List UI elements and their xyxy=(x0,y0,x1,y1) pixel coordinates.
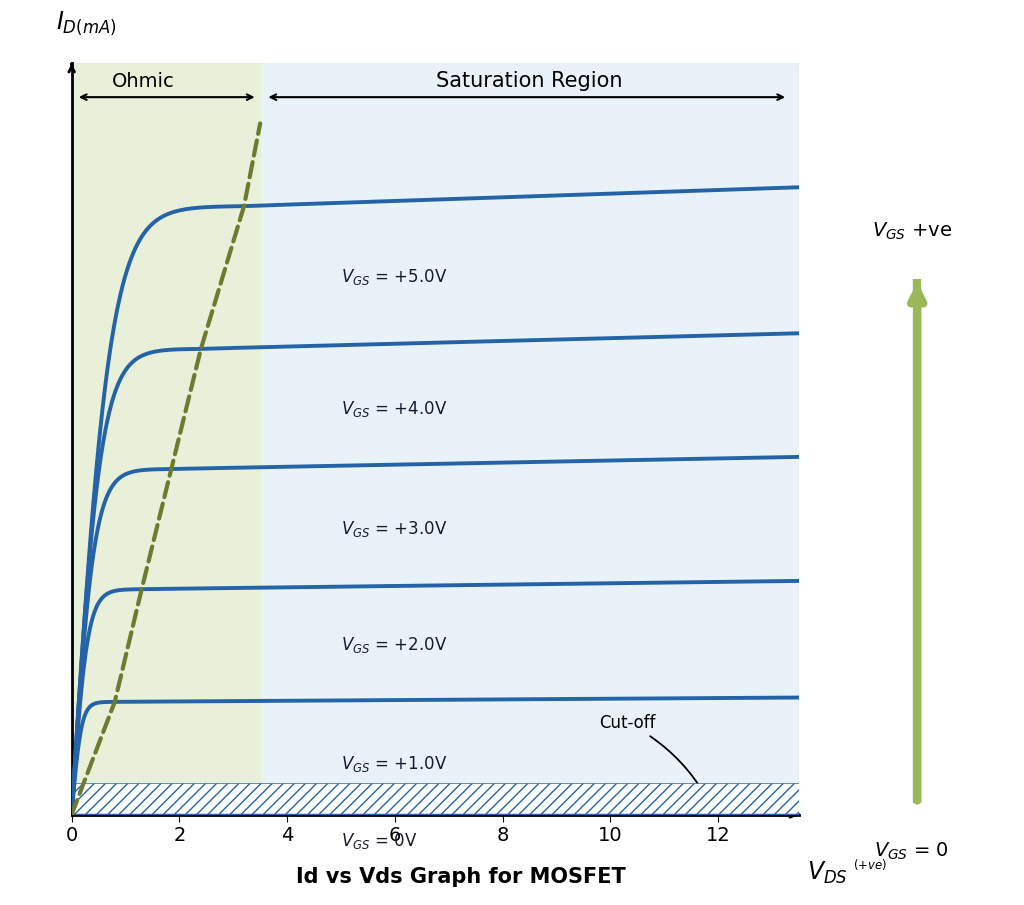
Text: $V_{GS}$ +ve: $V_{GS}$ +ve xyxy=(871,220,952,242)
Text: $V_{GS}$ = +1.0V: $V_{GS}$ = +1.0V xyxy=(341,754,447,774)
Text: Ohmic: Ohmic xyxy=(112,72,175,91)
Text: $V_{GS}$ = +5.0V: $V_{GS}$ = +5.0V xyxy=(341,268,447,288)
Text: $^{(+ve)}$: $^{(+ve)}$ xyxy=(853,860,887,878)
Polygon shape xyxy=(72,63,799,815)
Text: $V_{DS}$: $V_{DS}$ xyxy=(807,860,848,886)
Polygon shape xyxy=(72,783,799,815)
Text: Saturation Region: Saturation Region xyxy=(436,71,623,91)
Text: $I_{D(mA)}$: $I_{D(mA)}$ xyxy=(55,10,116,37)
Text: $V_{GS}$ = +3.0V: $V_{GS}$ = +3.0V xyxy=(341,519,447,539)
Text: $V_{GS}$ = 0: $V_{GS}$ = 0 xyxy=(874,841,949,862)
Text: Cut-off: Cut-off xyxy=(599,714,705,795)
Text: $V_{GS}$ = +2.0V: $V_{GS}$ = +2.0V xyxy=(341,635,447,655)
Text: $V_{GS}$ = 0V: $V_{GS}$ = 0V xyxy=(341,831,418,851)
Polygon shape xyxy=(72,63,260,815)
Text: Id vs Vds Graph for MOSFET: Id vs Vds Graph for MOSFET xyxy=(296,867,626,887)
Text: $V_{GS}$ = +4.0V: $V_{GS}$ = +4.0V xyxy=(341,399,447,419)
